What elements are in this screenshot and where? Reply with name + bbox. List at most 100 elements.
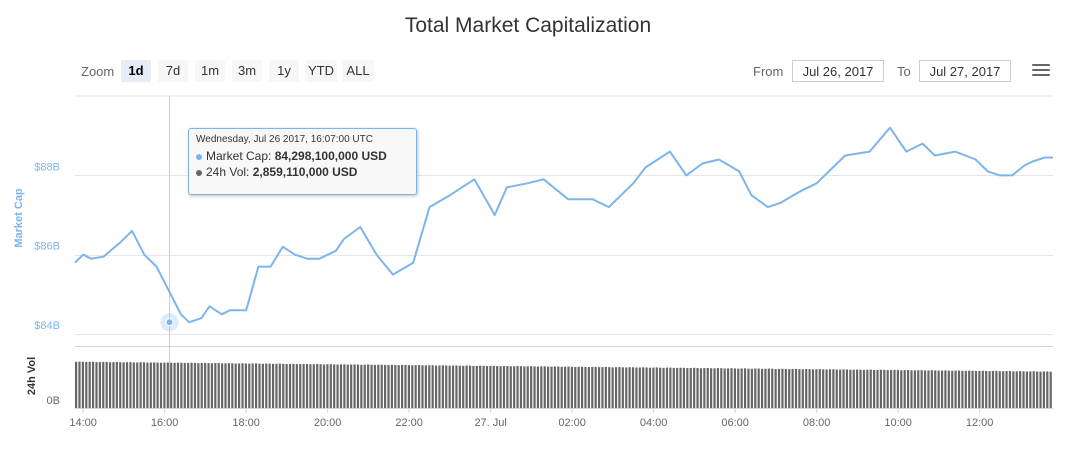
volume-bar	[543, 366, 546, 408]
volume-bar	[210, 363, 214, 408]
volume-bar	[974, 371, 978, 408]
volume-bar	[794, 368, 798, 408]
x-tick-label: 06:00	[721, 417, 749, 429]
volume-bar	[662, 367, 665, 408]
volume-bar	[655, 367, 658, 408]
volume-bar	[153, 362, 156, 408]
volume-bar	[957, 370, 961, 408]
volume-bar	[190, 362, 193, 408]
volume-bar	[964, 370, 967, 408]
volume-bar	[706, 367, 709, 408]
volume-bar	[441, 365, 444, 408]
volume-bar	[472, 365, 475, 408]
volume-bar	[577, 366, 580, 408]
volume-bar	[801, 369, 804, 408]
zoom-1d-button[interactable]: 1d	[121, 60, 151, 82]
volume-bar	[811, 369, 815, 408]
volume-bar	[927, 370, 930, 408]
volume-bar	[608, 367, 611, 408]
volume-bar	[78, 361, 81, 408]
zoom-3m-button[interactable]: 3m	[232, 60, 262, 82]
volume-bar	[822, 369, 825, 408]
volume-bar	[767, 368, 770, 408]
volume-bar	[380, 364, 383, 408]
volume-bar	[849, 369, 852, 408]
volume-bar	[91, 361, 95, 408]
volume-bar	[85, 361, 88, 408]
volume-bar	[81, 361, 84, 408]
volume-bar	[631, 367, 635, 408]
x-tick-label: 16:00	[151, 417, 179, 429]
hamburger-menu-icon[interactable]	[1032, 64, 1050, 78]
volume-bar	[136, 362, 139, 408]
volume-bar	[784, 368, 787, 408]
volume-dot-icon	[196, 169, 202, 176]
volume-y-tick-label: 0B	[47, 395, 60, 407]
x-tick-label: 22:00	[395, 417, 423, 429]
volume-bar	[475, 365, 478, 408]
volume-bar	[985, 370, 988, 408]
volume-bar	[693, 367, 696, 408]
volume-bar	[968, 370, 971, 408]
volume-bar	[465, 365, 468, 408]
volume-bar	[390, 364, 394, 408]
volume-bar	[346, 364, 349, 408]
volume-bar	[920, 370, 923, 408]
zoom-all-button[interactable]: ALL	[342, 60, 374, 82]
volume-bar	[574, 366, 577, 408]
volume-bar	[458, 365, 461, 408]
volume-bar	[978, 370, 981, 408]
volume-bar	[845, 369, 849, 408]
volume-bar	[384, 364, 387, 408]
volume-bar	[251, 363, 254, 408]
volume-bar	[431, 365, 434, 408]
zoom-1m-button[interactable]: 1m	[195, 60, 225, 82]
volume-bar	[903, 370, 906, 408]
zoom-ytd-button[interactable]: YTD	[305, 60, 337, 82]
volume-bar	[618, 367, 621, 408]
volume-bar	[302, 363, 305, 408]
volume-bar	[108, 362, 112, 408]
volume-bar	[648, 367, 652, 408]
volume-bar	[414, 365, 417, 408]
zoom-label: Zoom	[81, 64, 115, 79]
zoom-1y-button[interactable]: 1y	[269, 60, 299, 82]
zoom-7d-button[interactable]: 7d	[158, 60, 188, 82]
volume-bar	[798, 369, 801, 408]
to-date-input[interactable]: Jul 27, 2017	[919, 60, 1011, 82]
volume-bar	[387, 365, 390, 408]
volume-bar	[988, 371, 991, 408]
volume-bar	[462, 365, 465, 408]
volume-bar	[275, 363, 278, 408]
volume-bar	[723, 368, 726, 408]
volume-bar	[703, 368, 706, 408]
volume-bar	[818, 369, 821, 408]
volume-bar	[567, 366, 570, 408]
volume-bar	[808, 369, 811, 408]
to-label: To	[897, 64, 911, 79]
tooltip-market-cap-value: 84,298,100,000 USD	[274, 149, 387, 163]
volume-bar	[496, 366, 499, 408]
volume-bar	[217, 363, 220, 408]
volume-bar	[730, 368, 733, 408]
volume-bar	[1022, 371, 1025, 408]
volume-bar	[530, 366, 533, 408]
volume-bar	[502, 365, 506, 408]
volume-bar	[445, 365, 448, 408]
volume-bar	[866, 369, 869, 408]
volume-bar	[434, 365, 438, 408]
volume-bar	[652, 367, 655, 408]
volume-bar	[947, 370, 950, 408]
volume-bar	[954, 370, 957, 408]
x-tick-label: 02:00	[558, 417, 586, 429]
volume-bar	[971, 370, 974, 408]
volume-bar	[1046, 371, 1049, 408]
volume-bar	[720, 368, 723, 408]
from-date-input[interactable]: Jul 26, 2017	[792, 60, 884, 82]
volume-bar	[689, 367, 692, 408]
axis-lines	[75, 346, 1053, 409]
volume-bar	[682, 367, 686, 408]
volume-axis-title: 24h Vol	[26, 357, 38, 395]
volume-bar	[679, 367, 682, 408]
